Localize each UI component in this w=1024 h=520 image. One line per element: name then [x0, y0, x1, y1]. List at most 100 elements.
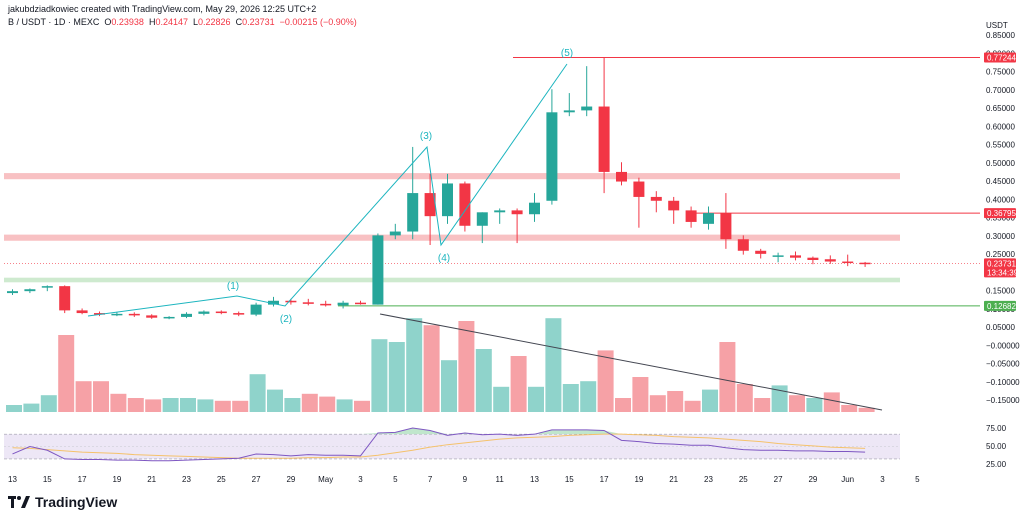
time-axis-label: 19 — [634, 475, 643, 484]
candle-body[interactable] — [459, 183, 471, 226]
price-tag-last-bg — [984, 258, 1016, 278]
candle-body[interactable] — [111, 313, 123, 316]
candle-body[interactable] — [720, 213, 732, 240]
candle-body[interactable] — [442, 183, 453, 217]
volume-bar — [754, 398, 771, 412]
price-tag-countdown: 13:34:39 — [987, 268, 1019, 277]
candle-body[interactable] — [563, 110, 575, 113]
wave-label-2: (2) — [280, 314, 292, 325]
candle-body[interactable] — [389, 231, 401, 236]
rsi-axis-label: 50.00 — [986, 442, 1007, 451]
candle-body[interactable] — [824, 259, 836, 262]
candle-body[interactable] — [650, 196, 662, 201]
candle-body[interactable] — [685, 210, 697, 222]
candle-body[interactable] — [616, 171, 627, 182]
candle-body[interactable] — [24, 289, 36, 292]
volume-bar — [771, 385, 788, 412]
candle-body[interactable] — [790, 255, 801, 258]
volume-bar — [267, 389, 283, 412]
volume-bar — [528, 386, 544, 412]
price-tag-last: 0.23731 — [987, 259, 1016, 268]
candle-body[interactable] — [859, 262, 871, 265]
candle-body[interactable] — [407, 193, 419, 232]
candle-body[interactable] — [268, 300, 279, 305]
candle-body[interactable] — [250, 304, 262, 315]
volume-bar — [284, 398, 301, 412]
candle-body[interactable] — [842, 261, 854, 264]
volume-bar — [6, 405, 22, 412]
candle-body[interactable] — [755, 250, 767, 254]
candle-body[interactable] — [146, 315, 158, 318]
candle-body[interactable] — [285, 300, 297, 303]
price-axis-label: 0.60000 — [986, 122, 1015, 131]
candle-body[interactable] — [737, 239, 749, 251]
candle-body[interactable] — [337, 302, 349, 306]
candle-body[interactable] — [215, 311, 227, 314]
wave-path — [87, 63, 568, 317]
volume-bar — [510, 356, 527, 412]
time-axis-label: 23 — [704, 475, 713, 484]
candle-body[interactable] — [128, 313, 140, 316]
volume-bar — [545, 318, 562, 412]
time-axis-label: 13 — [8, 475, 17, 484]
rsi-axis-label: 75.00 — [986, 424, 1007, 433]
candle-body[interactable] — [163, 316, 175, 319]
rsi-pane — [4, 427, 900, 462]
price-axis-label: 0.15000 — [986, 287, 1015, 296]
candle-body[interactable] — [581, 106, 593, 111]
candle-body[interactable] — [807, 257, 819, 260]
candle-body[interactable] — [598, 106, 610, 172]
high-value: 0.24147 — [155, 17, 188, 27]
price-axis-label: 0.75000 — [986, 68, 1015, 77]
wave-label-3: (3) — [420, 131, 432, 142]
candlesticks[interactable] — [7, 57, 871, 320]
candle-body[interactable] — [668, 200, 680, 211]
volume-bars — [6, 318, 875, 412]
time-axis-label: 7 — [428, 475, 433, 484]
volume-bar — [197, 399, 214, 412]
candle-body[interactable] — [633, 181, 645, 197]
candle-body[interactable] — [233, 313, 245, 315]
candle-body[interactable] — [372, 235, 384, 305]
price-axis-label: 0.70000 — [986, 86, 1015, 95]
price-tag-low: 0.12682 — [987, 302, 1016, 311]
volume-bar — [214, 400, 231, 412]
candle-body[interactable] — [59, 286, 71, 311]
open-label: O — [104, 17, 112, 27]
wave-label-5: (5) — [561, 48, 573, 59]
candle-body[interactable] — [546, 112, 558, 201]
symbol-info[interactable]: B / USDT · 1D · MEXC — [8, 17, 100, 27]
candle-body[interactable] — [529, 202, 540, 215]
candle-body[interactable] — [355, 302, 366, 305]
candle-body[interactable] — [302, 302, 314, 304]
candle-body[interactable] — [94, 313, 105, 315]
time-axis[interactable]: 13 15 17 19 21 23 25 27 29 May 3 5 7 9 11 13 15 17 19 21 23 2… — [8, 475, 920, 484]
volume-bar — [823, 392, 840, 412]
candle-body[interactable] — [772, 255, 784, 257]
rsi-overbought-fill — [360, 428, 622, 435]
candle-body[interactable] — [7, 291, 18, 294]
candle-body[interactable] — [511, 210, 523, 215]
candle-body[interactable] — [76, 310, 88, 314]
volume-bar — [110, 393, 127, 412]
price-axis-label: −0.05000 — [986, 360, 1020, 369]
volume-bar — [75, 381, 92, 412]
price-axis[interactable]: 0.850000.800000.750000.700000.650000.600… — [986, 31, 1020, 469]
candle-body[interactable] — [424, 193, 436, 217]
candle-body[interactable] — [494, 210, 506, 213]
candle-body[interactable] — [198, 311, 210, 314]
candle-body[interactable] — [41, 286, 53, 288]
candle-body[interactable] — [703, 213, 714, 224]
chart-attribution: jakubdziadkowiec created with TradingVie… — [8, 4, 317, 14]
volume-bar — [441, 360, 457, 412]
ohlc-legend: B / USDT · 1D · MEXC O0.23938 H0.24147 L… — [8, 17, 357, 27]
open-value: 0.23938 — [111, 17, 144, 27]
candle-body[interactable] — [181, 313, 192, 317]
candle-body[interactable] — [320, 303, 332, 306]
candle-body[interactable] — [476, 212, 488, 226]
volume-bar — [406, 318, 423, 412]
volume-bar — [40, 395, 57, 412]
volume-bar — [632, 377, 649, 412]
rsi-ma-line — [12, 433, 866, 459]
